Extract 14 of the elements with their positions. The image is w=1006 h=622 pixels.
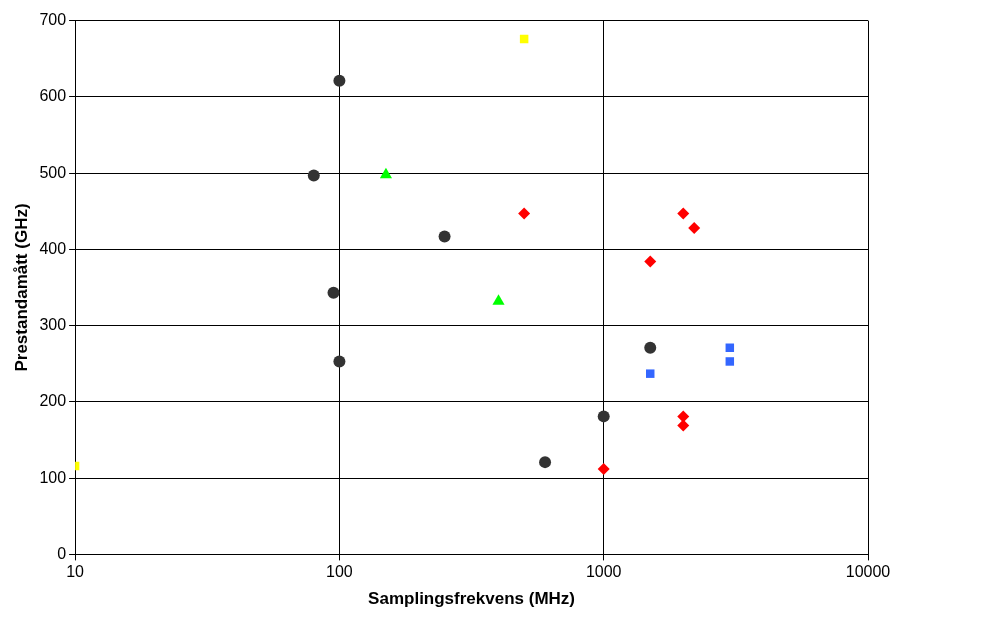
y-tick-label: 0 [57,544,67,562]
y-axis-title: Prestandamått (GHz) [11,203,31,372]
x-axis-title: Samplingsfrekvens (MHz) [368,589,575,609]
x-tick-label: 10000 [845,563,891,581]
x-tick-label: 10 [66,563,85,581]
x-tick-label: 100 [326,563,353,581]
x-tick-label: 1000 [585,563,622,581]
y-tick-label: 400 [39,239,67,257]
y-tick-label: 100 [39,468,67,486]
y-tick-label: 700 [39,11,67,29]
y-tick-label: 600 [39,87,67,105]
y-tick-label: 500 [39,163,67,181]
y-tick-label: 300 [39,316,67,334]
y-tick-label: 200 [39,392,67,410]
